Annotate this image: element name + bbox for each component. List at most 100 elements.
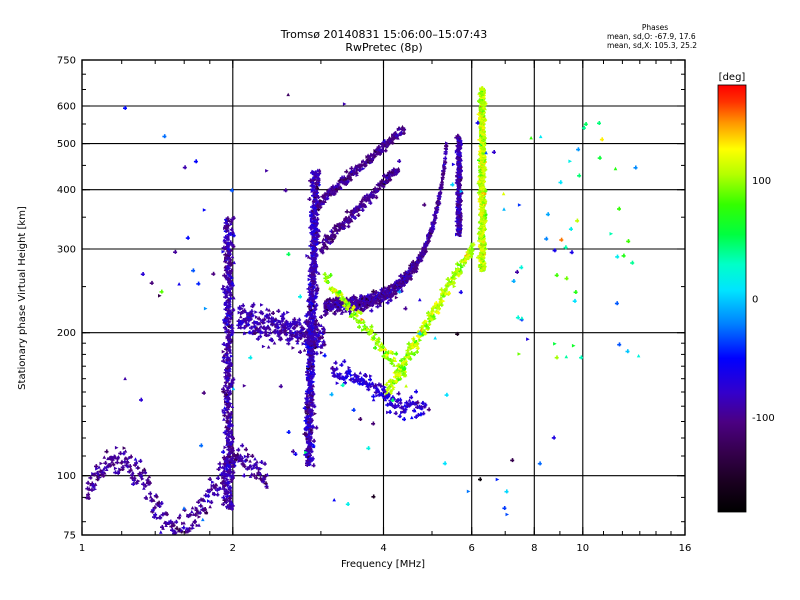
data-point bbox=[322, 342, 327, 347]
data-point bbox=[254, 310, 258, 314]
data-point bbox=[312, 342, 317, 347]
data-point bbox=[174, 519, 179, 524]
data-point bbox=[211, 492, 216, 497]
data-point bbox=[245, 454, 250, 459]
data-point bbox=[305, 421, 310, 426]
data-point bbox=[305, 372, 310, 377]
data-point bbox=[231, 470, 236, 475]
data-point bbox=[253, 462, 258, 467]
data-point bbox=[261, 344, 266, 349]
data-point bbox=[178, 513, 182, 517]
data-point bbox=[228, 504, 233, 509]
data-point bbox=[260, 311, 265, 316]
data-point bbox=[103, 471, 107, 475]
data-point bbox=[226, 375, 230, 379]
data-point bbox=[224, 288, 228, 292]
x-axis-label: Frequency [MHz] bbox=[341, 559, 425, 570]
data-point bbox=[263, 327, 268, 331]
data-point bbox=[197, 515, 202, 519]
data-point bbox=[257, 326, 262, 330]
data-point bbox=[276, 325, 280, 330]
data-point bbox=[298, 349, 302, 354]
data-point bbox=[226, 308, 231, 313]
data-point bbox=[181, 525, 186, 530]
data-point bbox=[189, 513, 194, 517]
data-point bbox=[308, 453, 312, 457]
data-point bbox=[253, 328, 257, 333]
data-point bbox=[309, 384, 314, 388]
data-point bbox=[226, 329, 231, 334]
data-point bbox=[227, 357, 232, 362]
data-point bbox=[225, 277, 230, 282]
data-point bbox=[223, 445, 228, 450]
data-point bbox=[319, 350, 324, 355]
data-point bbox=[225, 490, 230, 495]
data-point bbox=[192, 519, 197, 524]
data-point bbox=[131, 470, 135, 474]
data-point bbox=[304, 400, 309, 405]
data-point bbox=[310, 389, 315, 394]
data-point bbox=[229, 242, 234, 247]
data-point bbox=[228, 257, 232, 262]
data-point bbox=[102, 455, 107, 459]
data-point bbox=[252, 331, 257, 335]
data-point bbox=[168, 519, 173, 524]
data-point bbox=[292, 325, 297, 330]
data-point bbox=[269, 319, 273, 324]
data-point bbox=[222, 483, 227, 488]
data-point bbox=[229, 434, 234, 439]
data-point bbox=[164, 523, 168, 527]
data-point bbox=[113, 466, 118, 471]
data-point bbox=[99, 472, 104, 477]
data-point bbox=[222, 461, 227, 466]
stats-heading: Phases bbox=[642, 23, 668, 32]
data-point bbox=[222, 413, 227, 418]
data-point bbox=[307, 350, 312, 355]
data-point bbox=[246, 318, 251, 323]
data-point bbox=[222, 273, 227, 278]
data-point bbox=[226, 472, 231, 477]
data-point bbox=[94, 464, 98, 469]
data-point bbox=[226, 265, 231, 270]
data-point bbox=[283, 325, 288, 330]
data-point bbox=[121, 451, 126, 456]
data-point bbox=[101, 473, 106, 478]
data-point bbox=[152, 505, 157, 510]
data-point bbox=[226, 228, 230, 232]
data-point bbox=[141, 481, 146, 486]
data-point bbox=[101, 467, 106, 471]
data-point bbox=[222, 457, 227, 462]
data-point bbox=[104, 449, 109, 454]
data-point bbox=[220, 286, 225, 291]
x-tick-label: 10 bbox=[576, 543, 589, 554]
data-point bbox=[208, 504, 212, 509]
data-point bbox=[225, 420, 230, 425]
data-point bbox=[95, 477, 100, 482]
data-point bbox=[258, 334, 263, 339]
data-point bbox=[222, 238, 226, 242]
data-point bbox=[248, 330, 253, 335]
data-point bbox=[113, 470, 118, 475]
data-point bbox=[225, 327, 229, 332]
data-point bbox=[279, 336, 284, 340]
data-point bbox=[251, 473, 256, 478]
data-point bbox=[248, 316, 253, 321]
data-point bbox=[281, 311, 286, 316]
data-point bbox=[215, 492, 220, 497]
data-point bbox=[289, 336, 294, 341]
data-point bbox=[309, 435, 313, 439]
data-point bbox=[278, 321, 283, 326]
data-point bbox=[150, 507, 155, 512]
data-point bbox=[224, 496, 229, 501]
data-point bbox=[131, 481, 136, 486]
data-point bbox=[229, 429, 233, 434]
data-point bbox=[245, 457, 249, 462]
data-point bbox=[263, 333, 268, 337]
data-point bbox=[152, 498, 156, 502]
data-point bbox=[223, 226, 228, 231]
data-point bbox=[221, 245, 226, 250]
data-point bbox=[227, 498, 232, 503]
data-point bbox=[116, 455, 121, 459]
data-point bbox=[224, 306, 229, 311]
y-tick-label: 500 bbox=[57, 139, 76, 150]
